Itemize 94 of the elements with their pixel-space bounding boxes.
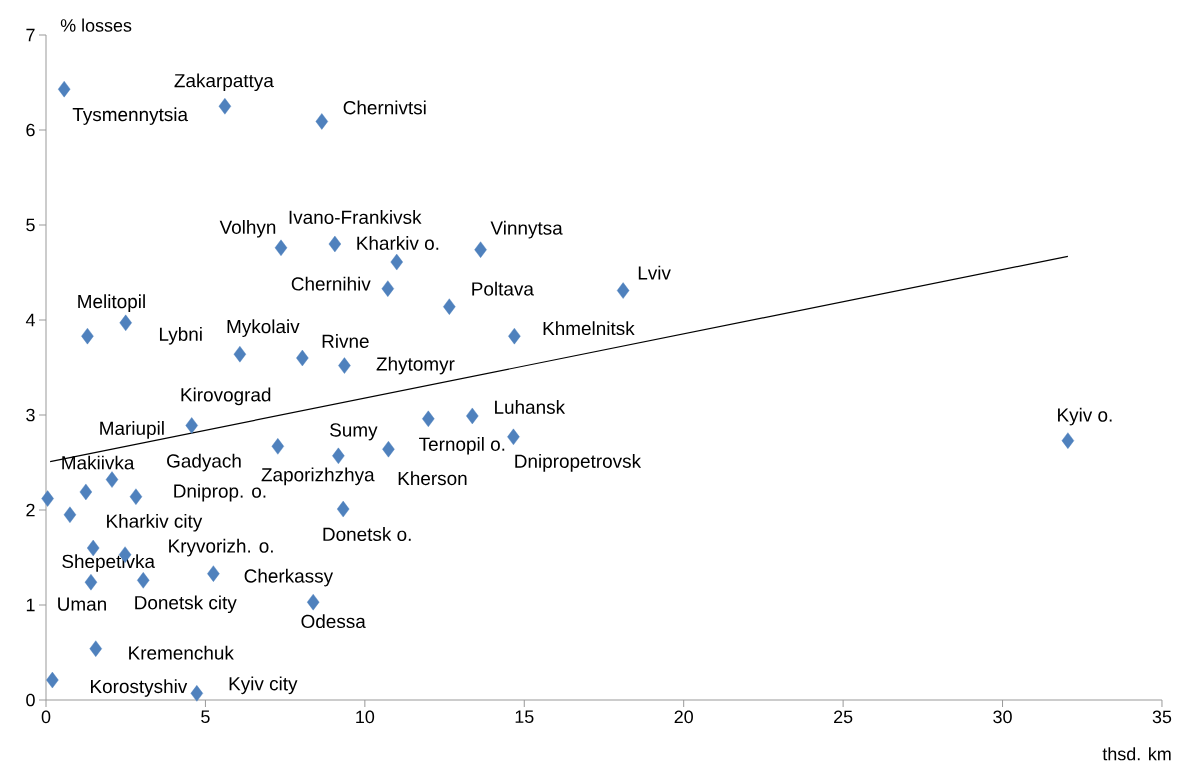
annotation: Korostyshiv (91, 679, 188, 697)
y-tick-label: 4 (25, 313, 35, 327)
annotation: Uman (58, 597, 106, 611)
annotation: Chernivtsi (343, 100, 426, 115)
annotation: Kremenchuk (129, 645, 234, 660)
annotation: Gadyach (167, 453, 241, 472)
annotation: Vinnytsa (490, 220, 563, 239)
annotation: Lviv (638, 265, 671, 280)
point (328, 235, 342, 253)
point (332, 447, 345, 465)
point (466, 407, 479, 425)
annotation: Sumy (330, 423, 378, 441)
y-tick-label: 7 (26, 28, 35, 42)
annotation: Mariupil (100, 421, 164, 439)
y-axis-title: % losses (60, 18, 132, 32)
x-tick-label: 20 (674, 710, 693, 724)
annotation: Kyiv o. (1058, 407, 1112, 426)
point (507, 428, 520, 446)
y-tick-label: 5 (26, 218, 35, 232)
point (41, 490, 54, 507)
point (84, 574, 98, 591)
point (274, 239, 288, 256)
point (129, 488, 143, 505)
point (57, 80, 71, 98)
annotation: Poltava (472, 281, 534, 296)
point (137, 572, 150, 589)
annotation: Cherkassy (244, 568, 334, 587)
point (296, 349, 309, 367)
annotation: Kryvorizh. o. (169, 538, 273, 557)
annotation: Zaporizhzhya (261, 467, 375, 486)
annotation: Dniprop. o. (174, 483, 266, 502)
point (79, 483, 93, 501)
point (89, 640, 102, 657)
annotation: Lybni (159, 327, 202, 345)
y-tick-label: 0 (26, 693, 35, 707)
annotation: Zakarpattya (174, 73, 274, 92)
annotation: Volhyn (219, 219, 276, 238)
annotation: Ternopil o. (419, 436, 505, 455)
annotation: Melitopil (78, 294, 145, 312)
point (306, 593, 320, 611)
point (474, 241, 487, 258)
point (233, 346, 247, 363)
point (190, 685, 204, 702)
point (381, 280, 394, 297)
y-tick-label: 6 (26, 123, 35, 137)
annotation: Makiivka (62, 455, 135, 470)
point (382, 441, 395, 458)
x-tick-label: 25 (834, 710, 853, 724)
annotation: Rivne (322, 334, 369, 348)
point (443, 298, 456, 315)
x-axis-title: thsd. km (1102, 747, 1171, 761)
annotation: Khmelnitsk (543, 321, 635, 336)
x-tick-label: 10 (356, 710, 375, 724)
annotation: Ivano-Frankivsk (289, 210, 422, 224)
annotation: Donetsk city (135, 595, 237, 614)
point (207, 565, 220, 582)
point (185, 417, 198, 434)
x-tick-label: 5 (201, 710, 210, 724)
annotation: Mykolaiv (227, 319, 300, 338)
y-tick-label: 1 (26, 598, 35, 612)
point (218, 98, 232, 115)
annotation: Donetsk o. (323, 527, 411, 541)
y-tick-label: 3 (26, 408, 35, 422)
point (63, 506, 77, 523)
point (336, 500, 350, 518)
annotation: Zhytomyr (376, 356, 455, 375)
point (46, 671, 59, 689)
x-tick-label: 30 (993, 710, 1012, 724)
point (105, 471, 119, 488)
point (315, 113, 328, 130)
annotation: Tysmennytsia (72, 107, 189, 125)
point (508, 327, 521, 345)
point (119, 314, 132, 332)
annotation: Odessa (301, 614, 366, 629)
point (422, 410, 435, 427)
annotation: Dnipropetrovsk (515, 454, 642, 472)
x-tick-label: 15 (515, 710, 534, 724)
annotation: Shepetivka (62, 554, 156, 572)
annotation: Kharkiv o. (357, 236, 439, 250)
point (616, 282, 630, 299)
point (338, 357, 351, 374)
annotation: Luhansk (495, 400, 566, 414)
x-tick-label: 35 (1152, 710, 1172, 724)
point (81, 327, 94, 345)
y-tick-label: 2 (26, 503, 35, 517)
annotation: Chernihiv (291, 276, 371, 291)
annotation: Kharkiv city (107, 513, 203, 532)
annotation: Kherson (398, 471, 467, 486)
annotation: Kirovograd (181, 387, 271, 406)
x-tick-label: 0 (41, 710, 51, 724)
annotation: Kyiv city (229, 676, 298, 695)
point (390, 253, 403, 271)
point (1061, 432, 1075, 449)
point (271, 438, 284, 455)
